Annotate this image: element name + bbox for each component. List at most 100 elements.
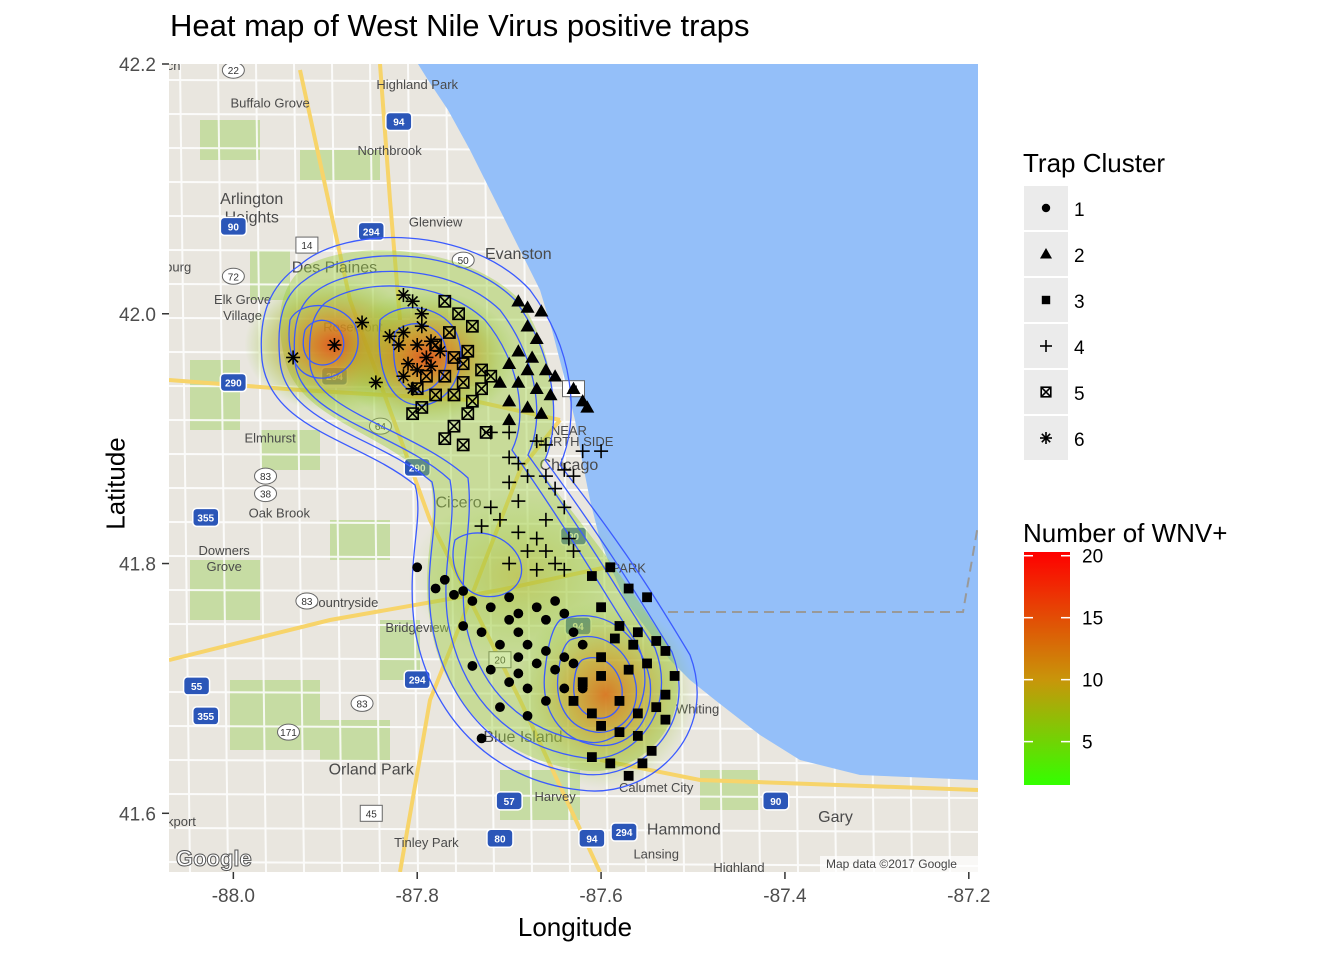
legend-wnv-title: Number of WNV+ <box>1023 518 1228 548</box>
trap-point-cluster-3 <box>605 758 616 769</box>
colorbar <box>1024 552 1070 785</box>
trap-point-cluster-3 <box>660 714 671 725</box>
trap-point-cluster-2 <box>525 350 540 363</box>
trap-point-cluster-3 <box>632 708 643 719</box>
road-shield: 45 <box>359 804 383 822</box>
place-label: Arlington <box>220 191 283 208</box>
svg-text:294: 294 <box>616 828 633 839</box>
trap-point-cluster-4 <box>538 544 553 559</box>
trap-point-cluster-2 <box>502 356 517 369</box>
trap-point-cluster-6 <box>396 369 411 384</box>
place-label: NEAR <box>551 423 587 438</box>
trap-point-cluster-1 <box>559 683 570 694</box>
svg-text:72: 72 <box>228 272 240 283</box>
trap-point-cluster-1 <box>495 702 505 713</box>
contour-line <box>293 270 662 760</box>
trap-point-cluster-5 <box>484 369 498 383</box>
place-label: Lansing <box>633 846 679 861</box>
road-shield: 57 <box>495 791 523 811</box>
svg-text:57: 57 <box>504 797 516 808</box>
trap-point-cluster-6 <box>396 325 411 340</box>
svg-text:90: 90 <box>770 797 782 808</box>
legend-trap-cluster-title: Trap Cluster <box>1023 148 1166 178</box>
road-shield: 22 <box>221 64 245 79</box>
trap-point-cluster-3 <box>651 636 662 646</box>
y-tick-label: 42.2 <box>119 55 156 76</box>
trap-point-cluster-3 <box>623 664 634 675</box>
contour-line <box>573 657 623 719</box>
trap-point-cluster-1 <box>513 608 524 619</box>
trap-point-cluster-1 <box>531 602 542 613</box>
trap-point-cluster-5 <box>447 388 461 402</box>
trap-point-cluster-1 <box>439 574 450 585</box>
trap-point-cluster-5 <box>461 344 475 358</box>
trap-point-cluster-4 <box>502 425 517 440</box>
trap-point-cluster-1 <box>495 639 505 650</box>
legend-trap-cluster: 1 2 3 4 5 6 <box>1024 186 1085 460</box>
svg-text:290: 290 <box>225 378 242 389</box>
trap-point-cluster-5 <box>465 319 479 333</box>
trap-point-cluster-1 <box>504 592 515 603</box>
trap-point-cluster-1 <box>513 627 524 638</box>
trap-point-cluster-2 <box>520 362 535 376</box>
road-shield: 83 <box>350 694 374 712</box>
trap-point-cluster-3 <box>632 730 643 741</box>
trap-point-cluster-5 <box>456 357 470 371</box>
road-shield: 171 <box>277 723 301 741</box>
lake-michigan <box>418 64 978 780</box>
svg-text:64: 64 <box>375 422 387 433</box>
colorbar-tick-label: 5 <box>1082 733 1093 754</box>
trap-point-cluster-2 <box>529 381 544 394</box>
road-shield: 294 <box>610 822 638 842</box>
place-label: Harvey <box>535 789 577 804</box>
place-label: Hammond <box>647 822 721 839</box>
trap-point-cluster-4 <box>575 444 590 459</box>
place-label: ch <box>167 58 181 73</box>
contour-line <box>302 319 345 366</box>
y-tick-label: 42.0 <box>119 305 156 326</box>
trap-point-cluster-4 <box>557 462 572 477</box>
trap-point-cluster-1 <box>458 586 469 596</box>
place-label: Des Plaines <box>292 260 377 277</box>
trap-point-cluster-3 <box>596 602 606 613</box>
road-shield: 50 <box>451 251 475 269</box>
road-shield: 80 <box>486 828 514 849</box>
legend-entry-4: 4 <box>1024 324 1085 368</box>
trap-point-cluster-4 <box>566 544 581 559</box>
place-label: Highland Park <box>376 77 458 92</box>
road-shield: 90 <box>219 216 248 237</box>
trap-point-cluster-3 <box>623 770 634 781</box>
svg-text:45: 45 <box>366 809 378 820</box>
trap-point-cluster-4 <box>483 500 498 515</box>
map-parks <box>190 120 760 820</box>
trap-point-cluster-1 <box>531 658 542 669</box>
trap-point-cluster-6 <box>382 329 397 344</box>
svg-text:83: 83 <box>260 472 272 483</box>
trap-point-cluster-5 <box>406 407 420 421</box>
trap-point-cluster-2 <box>492 375 507 388</box>
svg-text:50: 50 <box>458 256 470 267</box>
trap-point-cluster-4 <box>594 444 609 459</box>
trap-point-cluster-1 <box>458 621 469 631</box>
road-shield: 90 <box>762 791 790 811</box>
colorbar-tick-label: 10 <box>1082 671 1103 692</box>
trap-point-cluster-2 <box>534 304 549 317</box>
svg-text:20: 20 <box>494 656 506 667</box>
trap-point-cluster-4 <box>548 556 563 571</box>
contour-line <box>308 285 646 744</box>
trap-point-cluster-2 <box>502 394 517 407</box>
contour-line <box>452 532 523 598</box>
x-tick-label: -87.8 <box>396 886 439 907</box>
trap-point-cluster-3 <box>632 627 643 638</box>
contour-line <box>543 615 652 747</box>
trap-point-cluster-3 <box>586 752 597 763</box>
trap-point-cluster-4 <box>520 469 535 484</box>
trap-point-cluster-3 <box>614 621 625 631</box>
trap-point-cluster-5 <box>429 388 443 402</box>
map-road-shields: 2294294149072502902946441290833835590839… <box>182 64 790 849</box>
road-shield: 72 <box>221 267 245 285</box>
svg-text:2: 2 <box>1074 246 1085 267</box>
road-shield: 55 <box>182 676 211 696</box>
trap-point-cluster-1 <box>568 627 579 638</box>
trap-point-cluster-6 <box>355 315 370 330</box>
